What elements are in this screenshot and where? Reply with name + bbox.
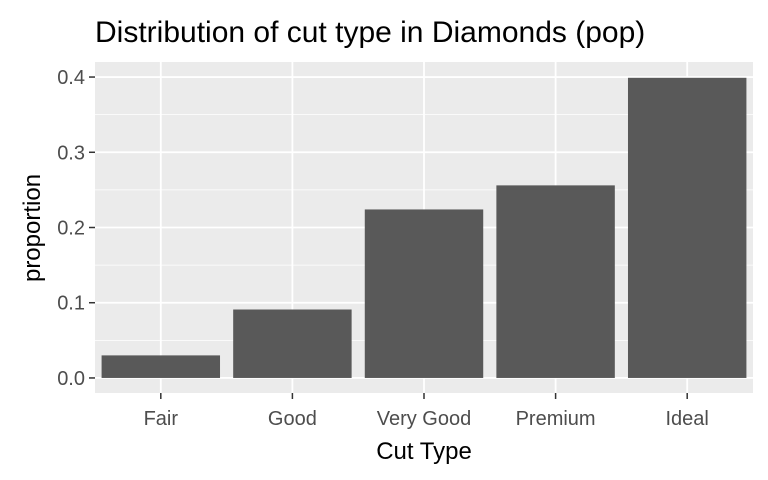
bar-very-good (364, 209, 484, 378)
y-tick-label: 0.0 (57, 368, 85, 390)
x-axis-title: Cut Type (376, 438, 472, 465)
x-tick-label: Ideal (666, 408, 709, 430)
bar-fair (101, 355, 221, 378)
bar-premium (496, 185, 615, 378)
y-tick-label: 0.4 (57, 67, 85, 89)
y-tick-label: 0.3 (57, 142, 85, 164)
chart-title: Distribution of cut type in Diamonds (po… (95, 16, 645, 49)
y-axis-title: proportion (19, 174, 46, 282)
x-tick-label: Very Good (377, 408, 472, 430)
y-tick-label: 0.2 (57, 218, 85, 240)
x-tick-label: Fair (144, 408, 179, 430)
y-axis: 0.0 0.1 0.2 0.3 0.4 (57, 67, 95, 390)
x-tick-label: Good (268, 408, 317, 430)
bar-ideal (627, 77, 747, 378)
x-tick-label: Premium (516, 408, 596, 430)
x-axis: Fair Good Very Good Premium Ideal (144, 393, 709, 430)
bar-good (233, 309, 352, 378)
bars (101, 77, 747, 378)
y-tick-label: 0.1 (57, 293, 85, 315)
